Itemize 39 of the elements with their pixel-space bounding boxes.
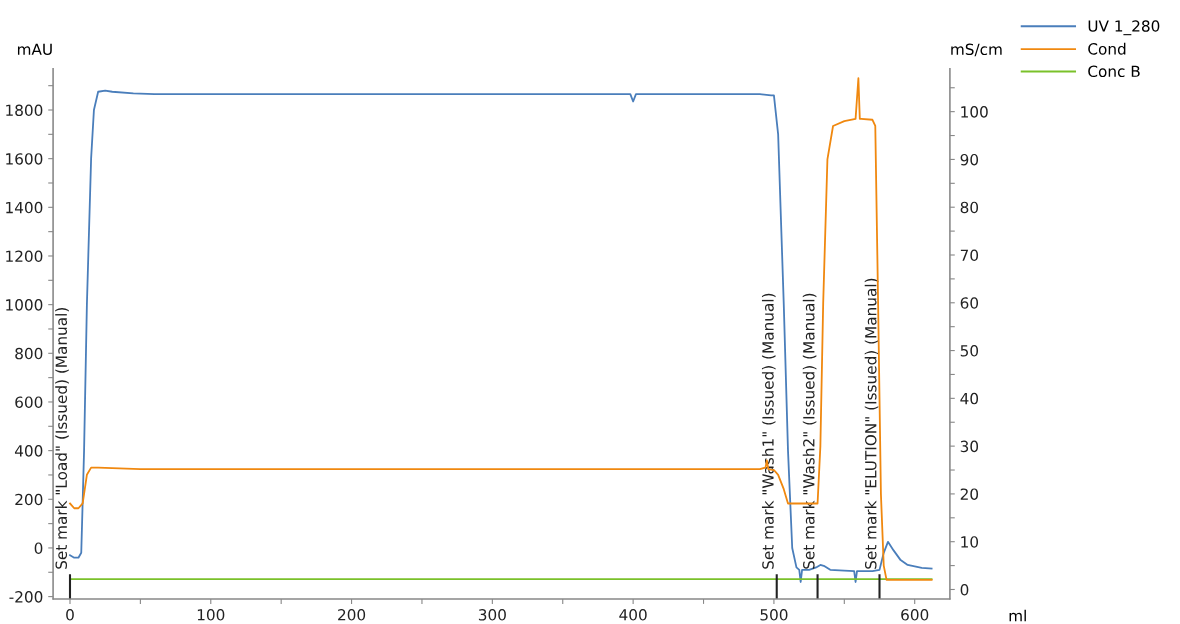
x-tick-label: 200 [338, 609, 366, 621]
y2-tick-label: 90 [960, 153, 979, 166]
legend-label: Conc B [1088, 65, 1140, 78]
y-tick-label: 0 [34, 542, 43, 554]
y-tick-label: 200 [15, 493, 43, 506]
y-tick-label: 800 [15, 347, 43, 360]
y-tick-label: 1000 [6, 299, 43, 311]
y2-tick-label: 0 [960, 583, 969, 596]
x-axis-title: ml [1009, 609, 1026, 622]
ref-line-label: Set mark "Wash1" (Issued) (Manual) [761, 293, 776, 569]
y2-tick-label: 50 [960, 345, 979, 357]
y-tick-label: 600 [15, 396, 43, 408]
y2-tick-label: 10 [961, 536, 979, 548]
legend-label: Cond [1088, 42, 1126, 55]
y-axis-title: mAU [17, 43, 52, 56]
y-tick-label: 1200 [6, 250, 43, 262]
y2-tick-label: 20 [960, 488, 979, 500]
ref-line-label: Set mark "Load" (Issued) (Manual) [55, 308, 69, 569]
x-tick-label: 100 [197, 609, 225, 621]
y2-axis-title: mS/cm [951, 43, 1002, 57]
y-tick-label: -200 [9, 591, 43, 603]
x-tick-label: 0 [66, 609, 74, 621]
y-tick-label: 1600 [6, 153, 43, 165]
y-tick-label: 400 [14, 445, 43, 457]
y2-tick-label: 60 [960, 297, 979, 309]
y2-tick-label: 40 [960, 392, 979, 405]
y-tick-label: 1800 [6, 104, 43, 117]
y2-tick-label: 100 [961, 106, 988, 118]
x-tick-label: 300 [478, 609, 506, 621]
y2-tick-label: 80 [960, 201, 979, 214]
x-tick-label: 400 [619, 609, 647, 621]
y-tick-label: 1400 [6, 201, 43, 214]
ref-line-label: Set mark "Wash2" (Issued) (Manual) [802, 293, 817, 569]
legend-label: UV 1_280 [1088, 20, 1160, 36]
x-tick-label: 500 [760, 609, 788, 621]
ref-line-label: Set mark "ELUTION" (Issued) (Manual) [864, 278, 879, 569]
y2-tick-label: 70 [960, 249, 979, 262]
x-tick-label: 600 [901, 609, 929, 621]
y2-tick-label: 30 [960, 440, 979, 453]
